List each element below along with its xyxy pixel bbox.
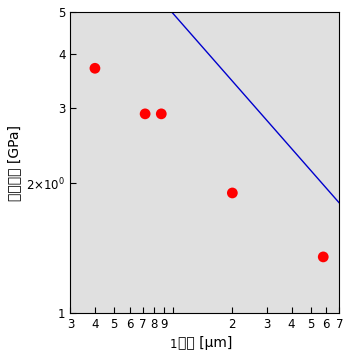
Text: 1: 1 — [169, 338, 177, 351]
Y-axis label: 粒子強度 [GPa]: 粒子強度 [GPa] — [7, 125, 21, 200]
Point — [159, 111, 164, 117]
X-axis label: 粒径 [μm]: 粒径 [μm] — [178, 337, 232, 350]
Point — [230, 190, 235, 196]
Point — [92, 66, 98, 71]
Point — [321, 254, 326, 260]
Point — [142, 111, 148, 117]
